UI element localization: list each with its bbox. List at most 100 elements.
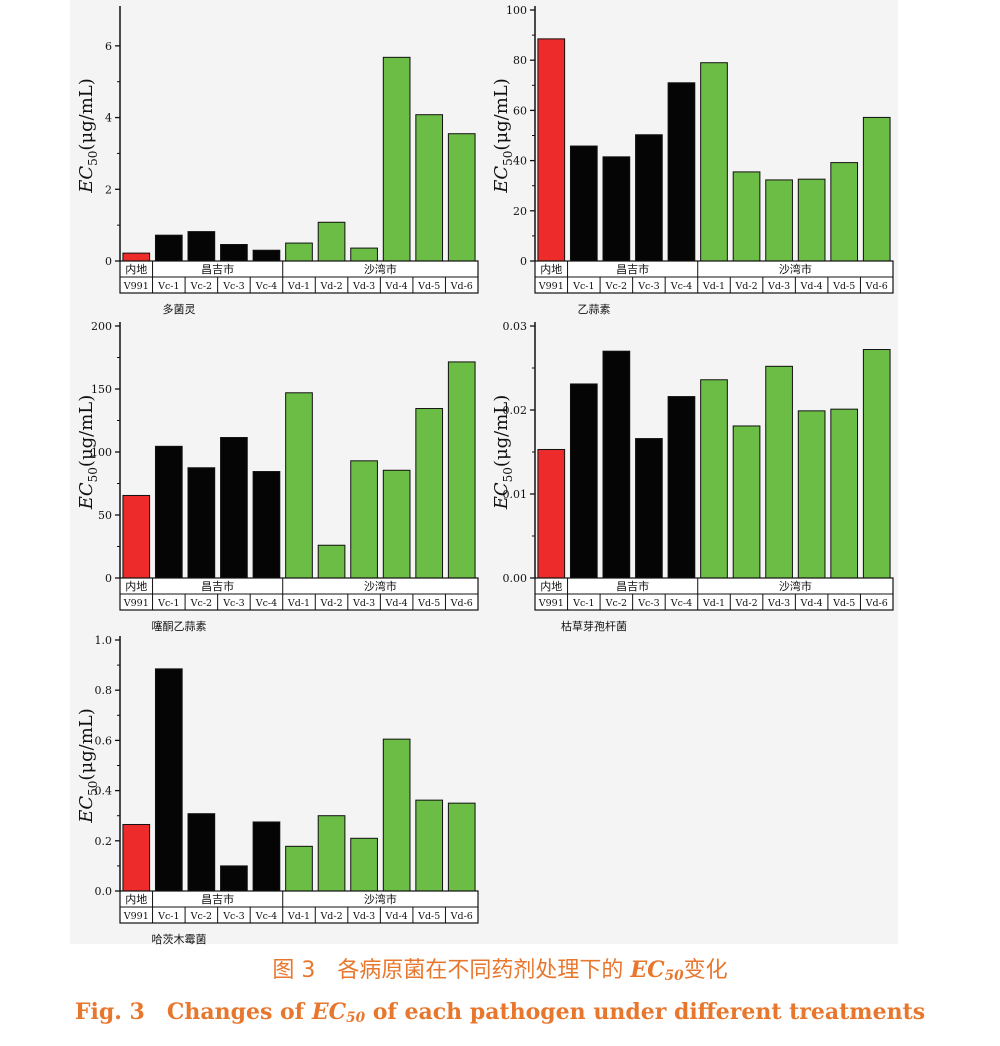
- chart-thiazolone-ethylicin: 0 50 100 150 200 V991: 65.5Vc-1: 104.5Vc-2: 8…: [76, 320, 479, 633]
- category-label: Vd-4: [385, 911, 408, 922]
- category-label: Vc-2: [605, 281, 627, 292]
- category-label: Vd-4: [800, 598, 823, 609]
- bar-v991: V991: 65.5: [122, 494, 151, 579]
- bar-vd-5: Vd-5: 0.362: [415, 799, 444, 892]
- y-tick-label: 80: [513, 54, 527, 67]
- category-label: Vd-2: [734, 281, 757, 292]
- bar-vc-3: Vc-3: 50.3: [635, 134, 663, 262]
- bar-vd-5: Vd-5: 0.0201: [830, 408, 859, 579]
- category-table: 内地 昌吉市 沙湾市 V991 Vc-1 Vc-2 Vc-3 Vc-4 Vd-1 Vd-2 Vd-3…: [119, 890, 479, 924]
- category-label: Vc-3: [222, 281, 244, 292]
- bar-vd-6: Vd-6: 57.2: [862, 116, 891, 262]
- chart-trichoderma-harzianum: 0.0 0.2 0.4 0.6 0.8 1.0 V991: 0.265Vc-1: 0.885…: [76, 634, 479, 946]
- y-axis-label-ec: EC: [491, 166, 512, 194]
- category-table: 内地 昌吉市 沙湾市 V991 Vc-1 Vc-2 Vc-3 Vc-4 Vd-1 Vd-2 Vd-3…: [534, 577, 894, 611]
- bar-vd-6: Vd-6: 0.35: [447, 802, 476, 892]
- category-label: Vc-1: [572, 281, 594, 292]
- caption-en-ec: EC50: [311, 999, 366, 1026]
- bars: V991: 0.265Vc-1: 0.885Vc-2: 0.308Vc-3: 0…: [122, 668, 476, 892]
- category-label: Vd-5: [832, 598, 855, 609]
- y-tick-label: 0.03: [503, 320, 528, 333]
- category-label: Vd-5: [417, 598, 440, 609]
- bar-vc-4: Vc-4: 84.5: [252, 471, 281, 579]
- group-label: 内地: [125, 262, 147, 276]
- y-tick-label: 1.0: [95, 634, 113, 647]
- bar-vc-4: Vc-4: 71: [667, 82, 696, 262]
- category-label: Vd-5: [832, 281, 855, 292]
- bar-vd-2: Vd-2: 35.5: [732, 171, 761, 262]
- y-tick-label: 0.8: [95, 684, 113, 697]
- category-label: Vd-6: [450, 281, 473, 292]
- category-label: Vd-2: [734, 598, 757, 609]
- category-label: Vd-1: [287, 598, 310, 609]
- y-axis-label: EC50(μg/mL): [76, 395, 100, 511]
- y-ticks: 0.00 0.01 0.02 0.03: [503, 320, 535, 585]
- chart-title: 哈茨木霉菌: [152, 932, 207, 946]
- chart-bacillus-subtilis: 0.00 0.01 0.02 0.03 V991: 0.0153Vc-1: 0.0231…: [491, 320, 894, 633]
- category-label: Vd-6: [865, 281, 888, 292]
- y-tick-label: 0: [105, 255, 112, 268]
- bar-v991: V991: 0.22: [122, 252, 151, 262]
- y-tick-label: 0.0: [95, 885, 113, 898]
- figure-caption-chinese: 图 3 各病原菌在不同药剂处理下的 EC50变化: [0, 952, 1000, 984]
- category-label: Vc-2: [605, 598, 627, 609]
- category-label: Vc-1: [157, 911, 179, 922]
- group-label: 昌吉市: [616, 262, 649, 276]
- category-label: Vc-3: [222, 911, 244, 922]
- category-label: Vd-4: [385, 281, 408, 292]
- caption-en-suffix: of each pathogen under different treatme…: [365, 999, 926, 1025]
- group-label: 沙湾市: [364, 892, 397, 906]
- bar-vd-5: Vd-5: 4.08: [415, 114, 444, 262]
- bar-vd-2: Vd-2: 1.08: [317, 221, 346, 262]
- bar-vc-3: Vc-3: 0.0166: [635, 438, 663, 579]
- y-axis-label-unit: (μg/mL): [76, 708, 97, 780]
- bar-vc-3: Vc-3: 0.46: [220, 244, 248, 262]
- y-axis-label-unit: (μg/mL): [76, 78, 97, 150]
- group-label: 内地: [540, 262, 562, 276]
- bar-vd-5: Vd-5: 134.5: [415, 408, 444, 579]
- category-label: V991: [123, 281, 149, 292]
- category-label: Vc-1: [157, 281, 179, 292]
- bar-vc-4: Vc-4: 0.0216: [667, 396, 696, 579]
- bar-v991: V991: 0.265: [122, 823, 151, 892]
- category-label: Vc-2: [190, 598, 212, 609]
- category-label: V991: [538, 598, 564, 609]
- y-tick-label: 0.6: [95, 734, 113, 747]
- bar-vd-3: Vd-3: 93: [350, 460, 378, 579]
- bar-vc-1: Vc-1: 0.72: [154, 234, 183, 262]
- bar-vc-1: Vc-1: 0.885: [154, 668, 183, 892]
- group-label: 昌吉市: [201, 579, 234, 593]
- category-label: Vc-4: [670, 281, 692, 292]
- bars: V991: 88.5Vc-1: 45.8Vc-2: 41.5Vc-3: 50.3…: [537, 38, 891, 262]
- y-axis-label-sub: 50: [501, 151, 515, 166]
- category-label: Vc-3: [637, 598, 659, 609]
- caption-cn-prefix: 图 3 各病原菌在不同药剂处理下的: [272, 958, 631, 983]
- bar-vd-2: Vd-2: 26: [317, 544, 346, 579]
- y-tick-label: 20: [513, 205, 527, 218]
- bars: V991: 0.22Vc-1: 0.72Vc-2: 0.82Vc-3: 0.46…: [122, 56, 476, 262]
- y-tick-label: 0.02: [503, 404, 528, 417]
- group-label: 沙湾市: [779, 262, 812, 276]
- bar-vc-2: Vc-2: 0.82: [187, 231, 216, 262]
- category-label: Vd-3: [352, 281, 375, 292]
- bar-vc-2: Vc-2: 0.308: [187, 813, 216, 892]
- bar-vc-1: Vc-1: 45.8: [569, 145, 598, 262]
- category-label: Vd-2: [319, 598, 342, 609]
- bar-vc-4: Vc-4: 0.3: [252, 249, 281, 262]
- y-tick-label: 6: [105, 40, 112, 53]
- bar-vd-4: Vd-4: 5.68: [382, 56, 411, 262]
- category-label: Vc-1: [572, 598, 594, 609]
- y-tick-label: 100: [91, 446, 112, 459]
- category-label: Vd-4: [385, 598, 408, 609]
- category-label: Vd-5: [417, 281, 440, 292]
- bar-vd-2: Vd-2: 0.3: [317, 815, 346, 892]
- category-label: V991: [123, 598, 149, 609]
- y-tick-label: 0: [520, 255, 527, 268]
- bar-vd-4: Vd-4: 0.605: [382, 738, 411, 892]
- y-axis-label-ec: EC: [76, 482, 97, 510]
- chart-carbendazim: 0 2 4 6 V991: 0.22Vc-1: 0.72Vc-2: 0.82Vc-3: …: [76, 6, 479, 316]
- bar-vc-2: Vc-2: 0.027: [602, 350, 631, 579]
- bar-vd-1: Vd-1: 0.178: [285, 845, 313, 892]
- category-label: Vd-6: [450, 598, 473, 609]
- category-label: Vc-3: [222, 598, 244, 609]
